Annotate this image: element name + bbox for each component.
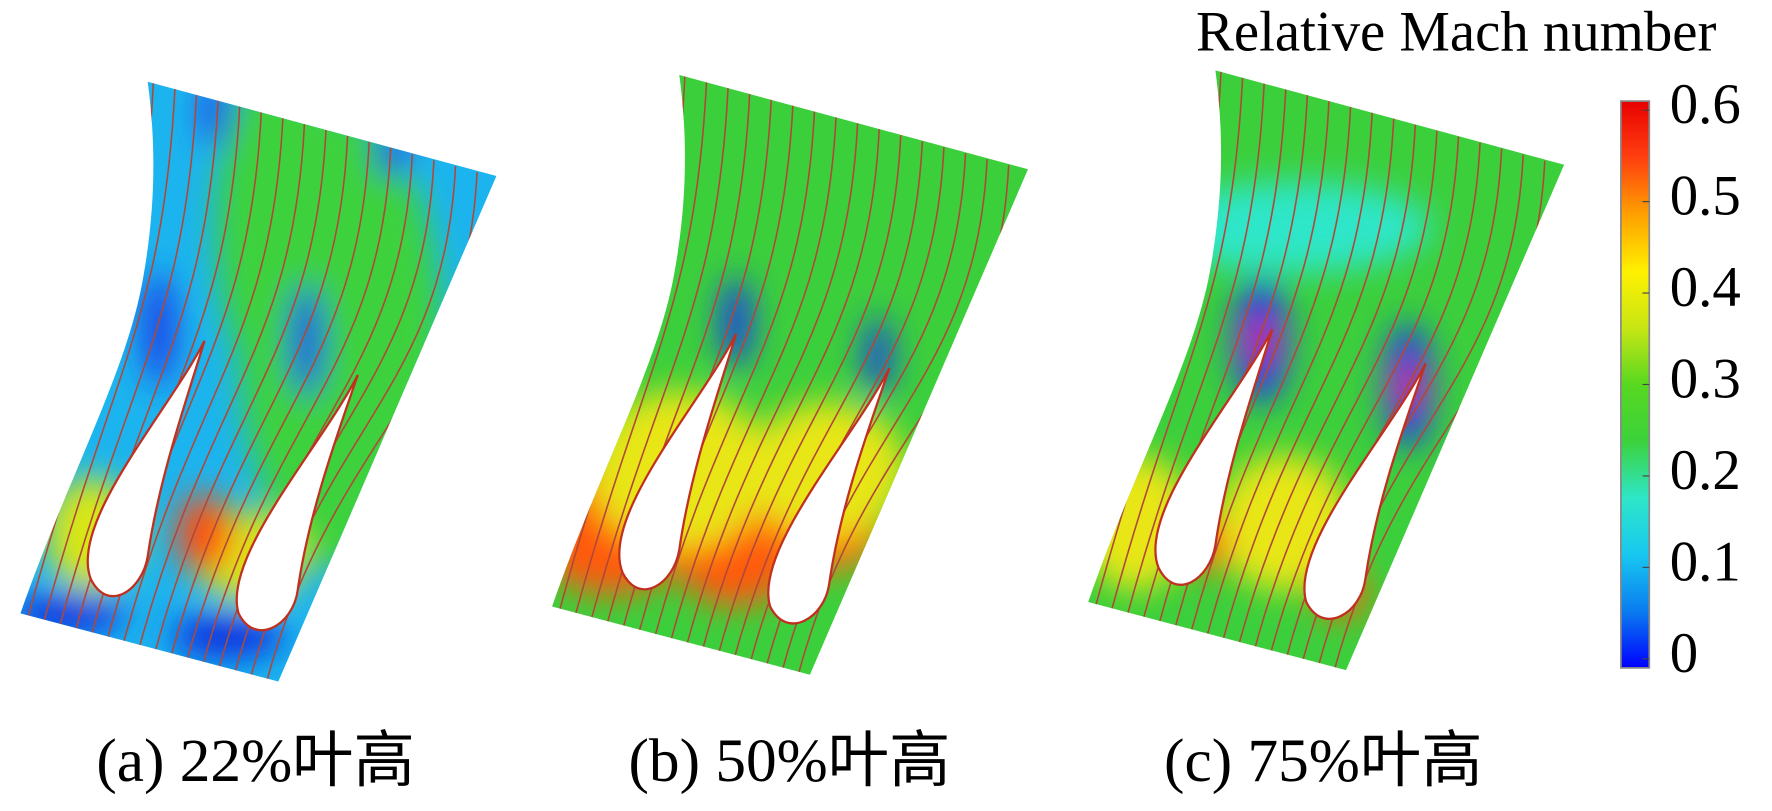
streamline xyxy=(575,80,708,614)
streamline xyxy=(1222,118,1395,640)
streamline xyxy=(1254,130,1438,648)
colorbar-tick-label: 0.1 xyxy=(1670,530,1741,593)
streamline xyxy=(1190,106,1352,631)
streamline xyxy=(718,135,902,653)
streamline xyxy=(1111,76,1244,609)
streamline xyxy=(154,129,327,651)
colorbar: 0 0.1 0.2 0.3 0.4 0.5 0.6 xyxy=(1620,73,1741,685)
field-blob xyxy=(720,277,752,369)
colorbar-tick-label: 0.2 xyxy=(1670,439,1741,502)
streamline xyxy=(670,117,837,640)
field-blob xyxy=(1158,181,1432,273)
panels xyxy=(20,70,1565,682)
streamline xyxy=(1238,124,1417,644)
streamline xyxy=(654,111,816,635)
streamline xyxy=(1127,82,1266,614)
contour-field xyxy=(20,81,497,682)
blade xyxy=(767,367,891,625)
field-blob xyxy=(864,316,892,397)
streamline xyxy=(170,135,349,655)
field-blob xyxy=(290,283,323,398)
contour-panel xyxy=(20,81,497,682)
blade xyxy=(1303,362,1427,620)
panel-caption: (c) 75%叶高 xyxy=(1164,727,1482,795)
streamline xyxy=(1270,136,1460,652)
streamline xyxy=(734,141,924,657)
blade xyxy=(235,374,359,632)
colorbar-title: Relative Mach number xyxy=(1196,1,1716,64)
field-blob xyxy=(143,272,175,387)
streamline xyxy=(138,123,306,647)
field-blob xyxy=(376,130,408,177)
streamline xyxy=(186,141,370,660)
contour-panel xyxy=(552,74,1028,675)
colorbar-tick-label: 0.6 xyxy=(1670,73,1741,136)
panel-caption: (a) 22%叶高 xyxy=(96,727,414,795)
streamline xyxy=(686,123,859,644)
contour-field xyxy=(1088,70,1565,671)
streamline xyxy=(591,86,729,618)
streamline xyxy=(1206,112,1373,635)
streamline xyxy=(202,147,392,664)
streamline xyxy=(43,87,176,621)
colorbar-tick-label: 0.5 xyxy=(1670,165,1741,228)
blade xyxy=(1154,328,1274,586)
colorbar-tick-label: 0.4 xyxy=(1670,256,1741,319)
field-blob xyxy=(215,81,353,398)
colorbar-tick-label: 0.3 xyxy=(1670,348,1741,411)
colorbar-tick-label: 0 xyxy=(1670,622,1698,685)
panel-caption: (b) 50%叶高 xyxy=(628,727,950,795)
contour-panel xyxy=(1088,70,1565,671)
blade xyxy=(86,340,206,598)
field-blob xyxy=(176,494,233,574)
streamline xyxy=(123,117,284,642)
streamline xyxy=(59,93,198,625)
streamline xyxy=(702,129,880,648)
blade xyxy=(618,333,738,591)
contour-field xyxy=(552,74,1028,675)
